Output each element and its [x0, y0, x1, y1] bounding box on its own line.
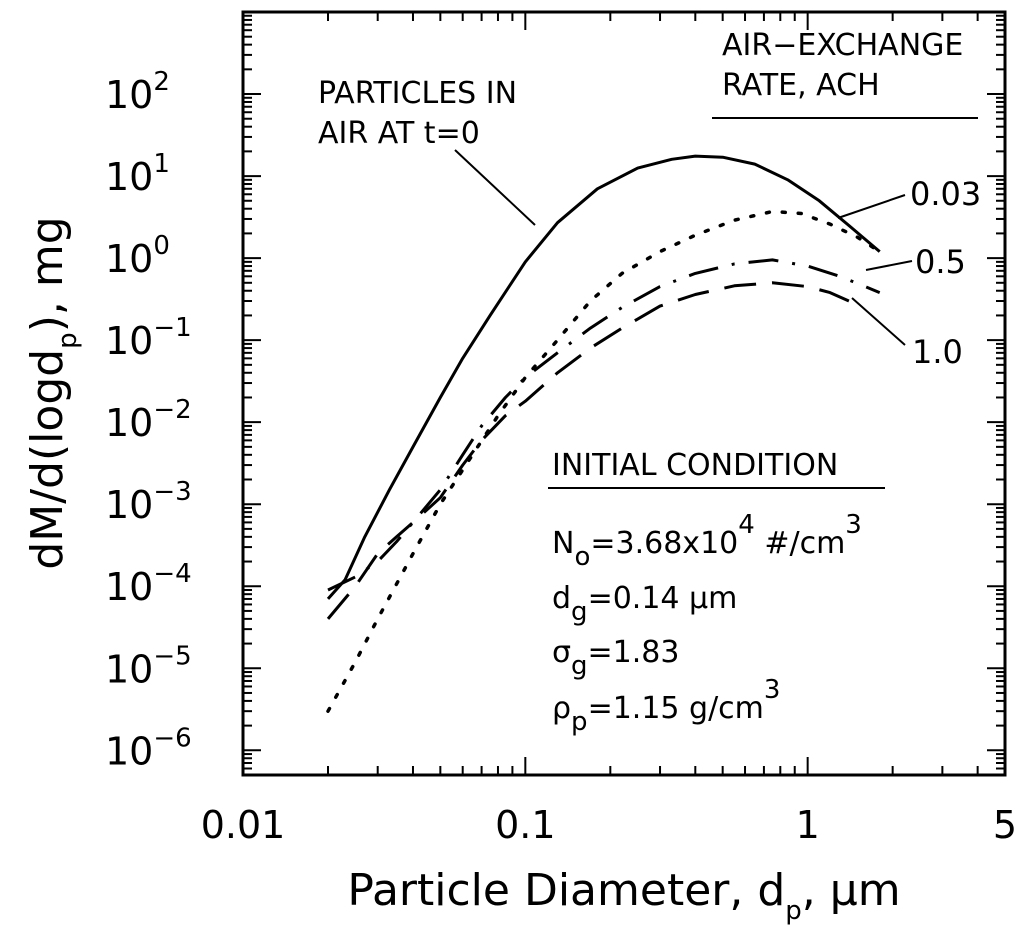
x-tick-label-0: 0.01	[201, 803, 286, 847]
n0-unit-sup: 3	[845, 510, 862, 540]
rate-1-0-leader	[851, 297, 906, 346]
y-tick-label-5: 10−1	[105, 313, 192, 363]
n0-main: N	[552, 526, 574, 561]
rho-rest: =1.15 g/cm	[588, 691, 764, 726]
t0-label-line1: PARTICLES IN	[318, 76, 517, 111]
x-tick-label-2: 1	[796, 803, 820, 847]
t0-label-line2: AIR AT t=0	[318, 116, 480, 151]
y-tick-label-4: 10−2	[105, 395, 192, 445]
t0-leader-line	[454, 149, 536, 226]
rate-label-0-5: 0.5	[915, 243, 966, 281]
rho-sub: p	[571, 707, 588, 737]
sigma-sub: g	[571, 651, 588, 681]
y-tick-label-7: 101	[105, 149, 170, 199]
n0-line: No=3.68x104 #/cm3	[552, 510, 862, 572]
y-tick-label-6: 100	[105, 231, 170, 281]
y-tick-label-0: 10−6	[105, 723, 192, 773]
y-tick-label-2: 10−4	[105, 559, 192, 609]
series-layer	[326, 154, 882, 713]
n0-sub: o	[574, 542, 590, 572]
x-tick-label-3: 5	[993, 803, 1017, 847]
dg-main: d	[552, 581, 571, 616]
y-tick-label-8: 102	[105, 67, 170, 117]
sigma-line: σg=1.83	[552, 635, 679, 681]
axis-ticks	[242, 12, 1006, 776]
dg-rest: =0.14 μm	[588, 581, 738, 616]
y-axis-label-sub: p	[53, 332, 83, 349]
y-axis-label: dM/d(logdp), mg	[22, 216, 83, 569]
sigma-main: σ	[552, 635, 571, 670]
x-axis-label: Particle Diameter, dp, μm	[347, 865, 900, 926]
y-axis-label-main: dM/d(logd	[22, 349, 73, 570]
series-line-dash-dot	[327, 258, 881, 592]
n0-unit: #/cm	[755, 526, 846, 561]
rho-line: ρp=1.15 g/cm3	[552, 675, 780, 737]
series-line-solid	[326, 154, 881, 600]
rho-main: ρ	[552, 691, 571, 726]
x-axis-label-sub: p	[785, 896, 802, 926]
legend-title-line2: RATE, ACH	[722, 68, 880, 103]
tick-labels: 0.01 0.1 1 5 10−6 10−5 10−4 10−3 10−2 10−1 100 101 1…	[105, 67, 1017, 847]
x-tick-label-1: 0.1	[495, 803, 555, 847]
rho-sup: 3	[764, 675, 781, 705]
rate-label-0-03: 0.03	[910, 175, 981, 213]
dg-line: dg=0.14 μm	[552, 581, 737, 627]
initial-condition-title: INITIAL CONDITION	[552, 448, 838, 483]
n0-mid: =3.68x10	[590, 526, 738, 561]
legend-title-line1: AIR−EXCHANGE	[722, 28, 963, 63]
plot-frame	[241, 10, 1007, 777]
series-line-dotted	[326, 209, 882, 713]
sigma-rest: =1.83	[588, 635, 680, 670]
x-axis-label-main: Particle Diameter, d	[347, 865, 785, 916]
rate-0-03-leader	[837, 194, 906, 219]
dg-sub: g	[571, 597, 588, 627]
y-tick-label-1: 10−5	[105, 641, 192, 691]
x-axis-label-tail: , μm	[802, 865, 901, 916]
n0-sup: 4	[738, 510, 755, 540]
y-tick-label-3: 10−3	[105, 477, 192, 527]
series-line-dashed	[326, 281, 850, 620]
rate-0-5-leader	[865, 260, 913, 271]
rate-label-1-0: 1.0	[912, 333, 963, 371]
y-axis-label-tail: ), mg	[22, 216, 73, 332]
